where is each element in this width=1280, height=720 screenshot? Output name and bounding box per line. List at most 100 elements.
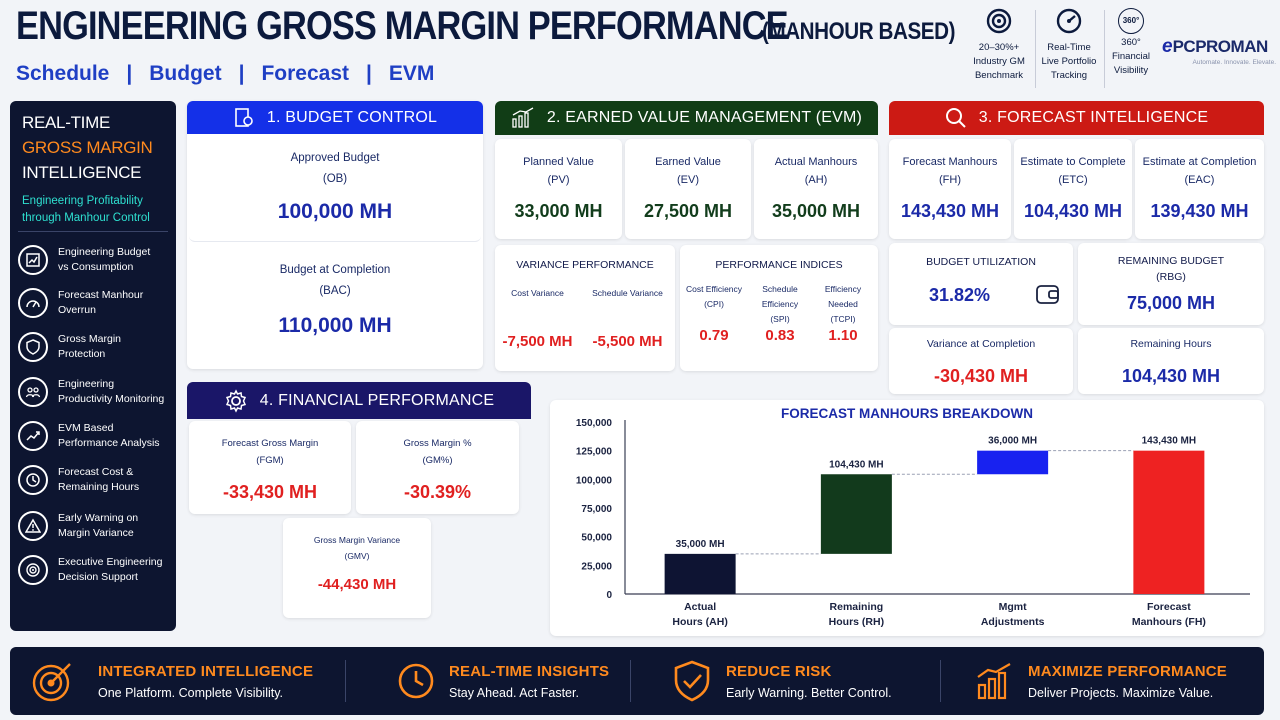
bar-data-label: 35,000 MH [676,539,725,550]
nav-forecast[interactable]: Forecast [261,62,350,85]
sidebar-subtitle: Engineering Profitability through Manhou… [22,195,150,224]
bar [977,450,1049,475]
trend-chart-icon [18,421,48,451]
badge-benchmark-text: 20–30%+ Industry GM Benchmark [973,42,1025,81]
vac-value: -30,430 MH [933,366,1029,386]
sidebar-item-manhour-overrun[interactable]: Forecast Manhour Overrun [18,283,176,323]
sidebar-item-budget-consumption[interactable]: Engineering Budget vs Consumption [18,240,176,280]
sidebar: REAL-TIME GROSS MARGIN INTELLIGENCE Engi… [10,101,176,631]
gm-percent-value: -30.39% [403,482,472,502]
footer-item-realtime: REAL-TIME INSIGHTS Stay Ahead. Act Faste… [397,655,609,707]
sidebar-item-label: Forecast Manhour Overrun [58,289,144,316]
sidebar-item-early-warning[interactable]: Early Warning on Margin Variance [18,506,176,546]
ev-value: 27,500 MH [643,201,733,221]
footer-subtitle: Deliver Projects. Maximize Value. [1028,685,1214,700]
clock-icon [398,663,434,699]
nav-schedule[interactable]: Schedule [16,62,110,85]
pv-card: Planned Value (PV) 33,000 MH [495,139,622,239]
x-category-label: Manhours (FH) [1132,616,1206,628]
sidebar-item-margin-protection[interactable]: Gross Margin Protection [18,327,176,367]
sidebar-item-label: EVM Based Performance Analysis [58,422,160,449]
gmv-label: Gross Margin Variance (GMV) [313,535,401,561]
financial-title: 4. FINANCIAL PERFORMANCE [259,391,495,409]
gm-percent-label: Gross Margin % (GM%) [403,438,472,466]
remaining-hours-label: Remaining Hours [1130,338,1212,350]
fgm-value: -33,430 MH [222,482,318,502]
bar-data-label: 143,430 MH [1142,436,1196,447]
spi-value: 0.83 [765,327,795,344]
budget-control-header: 1. BUDGET CONTROL [187,101,483,134]
spi-label: Schedule Efficiency (SPI) [761,284,799,324]
360-icon: 360° [1118,8,1144,34]
warning-icon [18,511,48,541]
growth-chart-icon [977,663,1011,700]
variance-title: VARIANCE PERFORMANCE [516,259,654,271]
chart-title: FORECAST MANHOURS BREAKDOWN [781,406,1033,421]
badge-benchmark: 20–30%+ Industry GM Benchmark [970,8,1028,83]
eac-value: 139,430 MH [1150,201,1249,221]
header-nav: Schedule | Budget | Forecast | EVM [16,62,434,86]
bac-label: Budget at Completion (BAC) [279,264,391,297]
fh-card: Forecast Manhours (FH) 143,430 MH [889,139,1011,239]
footer-subtitle: One Platform. Complete Visibility. [98,685,284,700]
sidebar-item-decision-support[interactable]: Executive Engineering Decision Support [18,550,176,590]
x-category-label: Hours (AH) [672,616,727,628]
fgm-card: Forecast Gross Margin (FGM) -33,430 MH [189,421,351,514]
sidebar-item-evm-analysis[interactable]: EVM Based Performance Analysis [18,416,176,456]
nav-budget[interactable]: Budget [149,62,222,85]
y-tick-label: 0 [606,590,612,601]
evm-title: 2. EARNED VALUE MANAGEMENT (EVM) [546,109,863,126]
eac-label: Estimate at Completion (EAC) [1142,156,1257,186]
footer-item-performance: MAXIMIZE PERFORMANCE Deliver Projects. M… [975,655,1227,707]
y-tick-label: 75,000 [581,504,612,515]
sidebar-title-2: GROSS MARGIN [22,138,153,157]
ob-label: Approved Budget (OB) [290,152,380,185]
sidebar-item-label: Executive Engineering Decision Support [58,556,163,583]
ev-label: Earned Value (EV) [655,156,721,186]
gmv-card: Gross Margin Variance (GMV) -44,430 MH [283,518,431,618]
y-tick-label: 150,000 [576,418,613,429]
bar [820,474,892,554]
forecast-breakdown-chart: FORECAST MANHOURS BREAKDOWN 0 25,000 50,00… [550,400,1264,636]
tcpi-value: 1.10 [828,327,858,344]
vac-label: Variance at Completion [926,338,1036,350]
remaining-hours-value: 104,430 MH [1121,366,1221,386]
search-icon [945,108,966,128]
etc-label: Estimate to Complete (ETC) [1020,156,1126,186]
clipboard-chart-icon [18,245,48,275]
sv-label: Schedule Variance [592,288,663,298]
x-category-label: Actual [684,601,716,613]
gm-percent-card: Gross Margin % (GM%) -30.39% [356,421,519,514]
ah-card: Actual Manhours (AH) 35,000 MH [754,139,878,239]
ah-label: Actual Manhours (AH) [774,156,858,186]
nav-evm[interactable]: EVM [388,62,435,85]
fgm-label: Forecast Gross Margin (FGM) [221,438,319,466]
fh-value: 143,430 MH [900,201,1000,221]
cv-label: Cost Variance [511,288,564,298]
rbg-value: 75,000 MH [1126,293,1216,313]
title-main: ENGINEERING GROSS MARGIN PERFORMANCE [16,4,789,48]
footer-subtitle: Stay Ahead. Act Faster. [449,685,579,700]
utilization-label: BUDGET UTILIZATION [926,256,1036,268]
sv-value: -5,500 MH [592,333,663,350]
pv-value: 33,000 MH [514,201,603,221]
rbg-label: REMAINING BUDGET (RBG) [1117,255,1225,283]
document-gear-icon [235,107,253,127]
nav-separator: | [126,62,133,85]
sidebar-item-productivity[interactable]: Engineering Productivity Monitoring [18,372,176,412]
y-tick-label: 100,000 [576,475,613,486]
bac-value: 110,000 MH [278,314,392,337]
logo-text: PCPROMAN [1172,37,1269,56]
forecast-header: 3. FORECAST INTELLIGENCE [889,101,1264,135]
footer-item-risk: REDUCE RISK Early Warning. Better Contro… [673,655,892,707]
ev-card: Earned Value (EV) 27,500 MH [625,139,751,239]
utilization-value: 31.82% [929,285,991,305]
badge-360: 360° 360° Financial Visibility [1107,8,1155,78]
footer-subtitle: Early Warning. Better Control. [726,685,892,700]
badge-realtime-text: Real-Time Live Portfolio Tracking [1041,42,1097,81]
sidebar-title-1: REAL-TIME [22,113,110,132]
fh-label: Forecast Manhours (FH) [902,156,998,186]
sidebar-item-forecast-cost[interactable]: Forecast Cost & Remaining Hours [18,460,176,500]
financial-header: 4. FINANCIAL PERFORMANCE [187,382,531,419]
bar [1133,450,1205,594]
